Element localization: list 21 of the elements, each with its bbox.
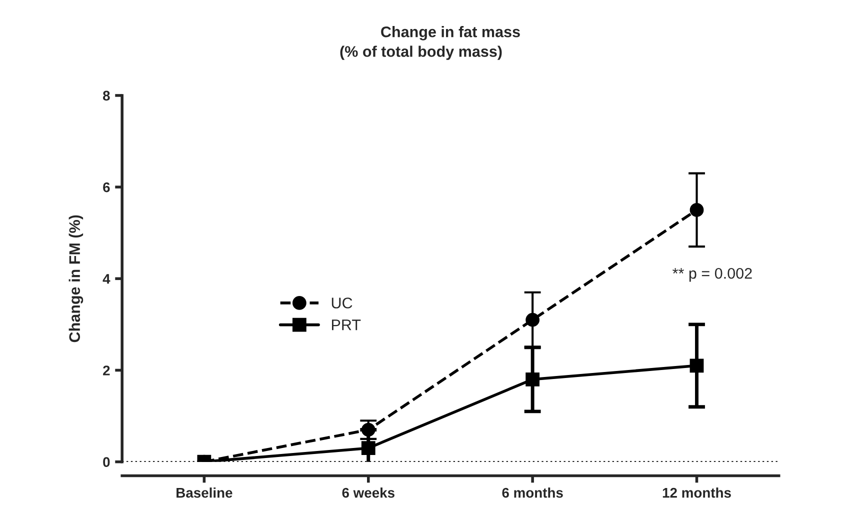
x-tick-label: 6 months	[502, 488, 563, 498]
x-tick-label: 12 months	[662, 488, 731, 498]
point	[526, 312, 540, 327]
legend-label: UC	[332, 298, 352, 308]
y-tick-label: 0	[103, 457, 110, 467]
chart-title: Change in fat mass	[381, 26, 520, 40]
point	[361, 441, 376, 456]
y-tick-label: 6	[103, 182, 110, 192]
x-tick-label: Baseline	[176, 488, 232, 498]
y-axis-title: Change in FM (%)	[68, 215, 84, 342]
legend-label: PRT	[332, 320, 361, 330]
x-tick-label: 6 weeks	[342, 488, 394, 498]
chart-subtitle: (% of total body mass)	[340, 46, 502, 60]
point	[690, 203, 704, 217]
y-tick-label: 4	[102, 274, 110, 284]
y-tick-label: 8	[103, 90, 110, 101]
y-tick-label: 2	[103, 366, 110, 376]
point	[690, 358, 704, 373]
point	[361, 422, 376, 437]
point	[526, 372, 540, 386]
annotation: ** p = 0.002	[672, 268, 752, 282]
